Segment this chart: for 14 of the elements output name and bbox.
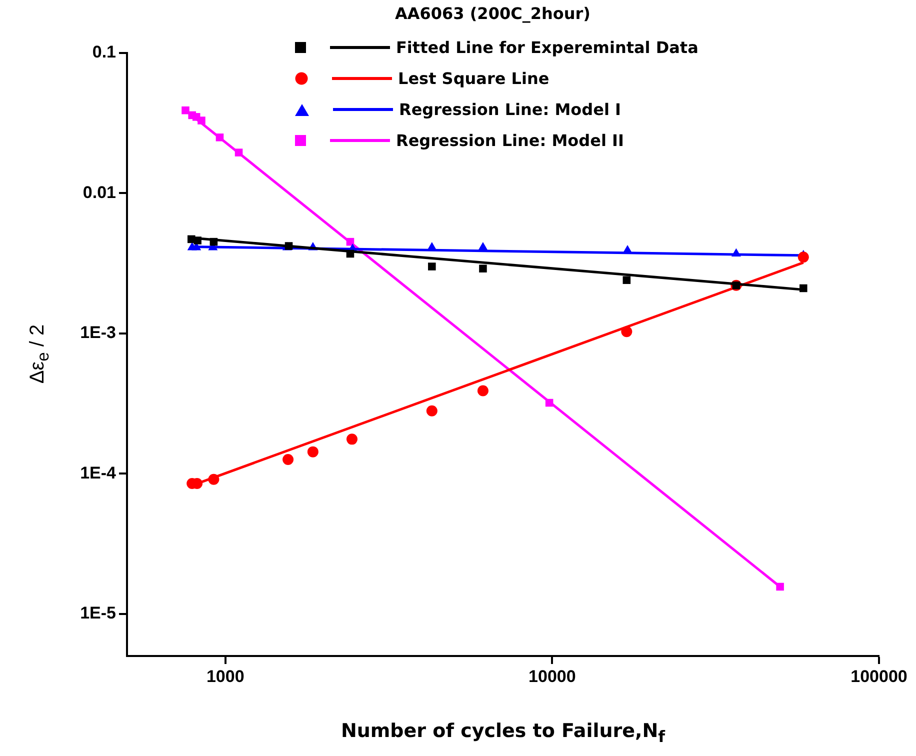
x-tick-label: 10000: [528, 666, 576, 686]
legend-label: Regression Line: Model I: [399, 100, 621, 119]
legend-label: Lest Square Line: [398, 69, 550, 88]
x-tick-label: 1000: [206, 666, 244, 686]
y-tick-label: 1E-4: [80, 463, 117, 482]
y-tick-label: 1E-5: [80, 603, 116, 622]
legend-title: AA6063 (200C_2hour): [394, 4, 592, 25]
x-axis-title: Number of cycles to Failure,N$_{f}$: [340, 720, 666, 746]
y-tick-label: 1E-3: [80, 323, 116, 342]
y-tick-label: 0.01: [82, 182, 116, 202]
y-tick-label: 0.1: [92, 42, 116, 62]
legend-label: Regression Line: Model II: [396, 131, 624, 150]
legend-label: Fitted Line for Experemintal Data: [396, 38, 698, 57]
x-tick-label: 100000: [850, 666, 908, 686]
